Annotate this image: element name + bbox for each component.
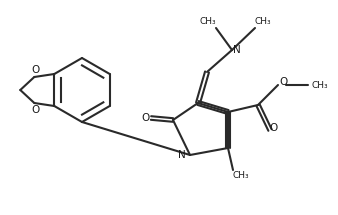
Text: O: O: [270, 123, 278, 133]
Text: O: O: [31, 65, 40, 75]
Text: CH₃: CH₃: [233, 170, 249, 180]
Text: O: O: [279, 77, 287, 87]
Text: N: N: [233, 45, 241, 55]
Text: CH₃: CH₃: [200, 17, 216, 26]
Text: N: N: [178, 150, 186, 160]
Text: CH₃: CH₃: [312, 80, 328, 89]
Text: O: O: [141, 113, 149, 123]
Text: O: O: [31, 105, 40, 115]
Text: CH₃: CH₃: [255, 17, 271, 26]
